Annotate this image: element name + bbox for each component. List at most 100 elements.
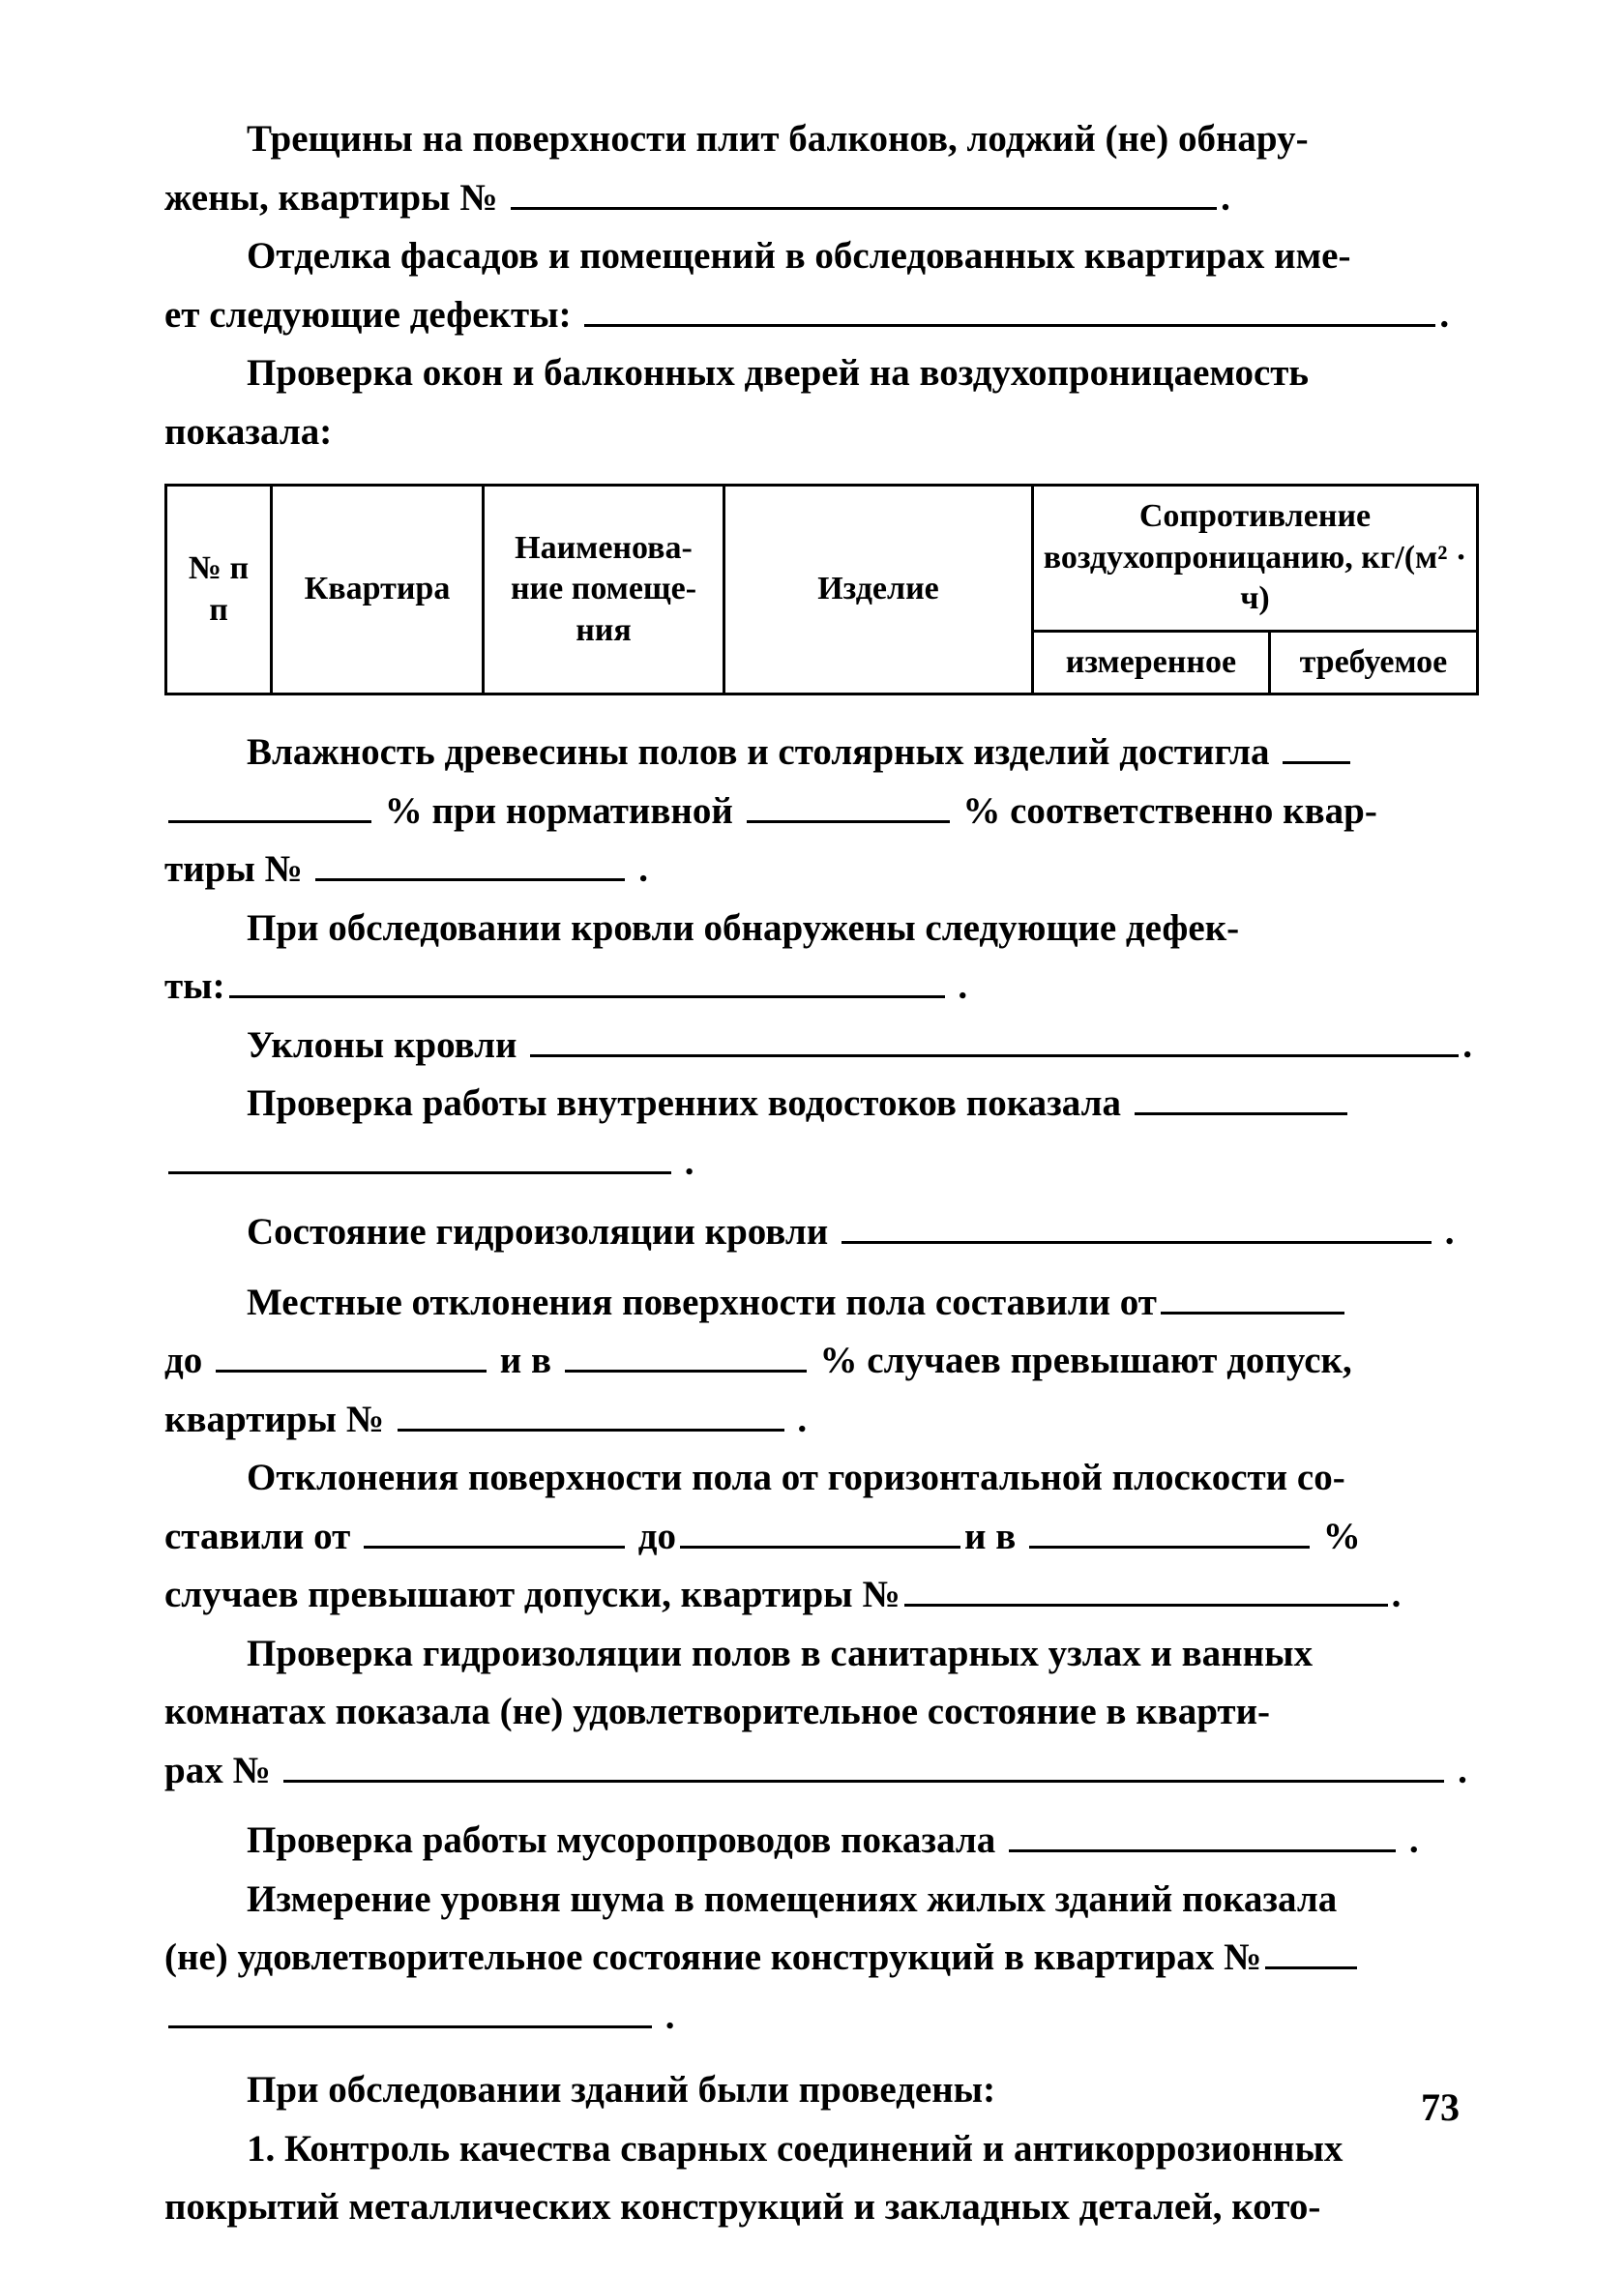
para-noise: Измерение уровня шума в помещениях жилых… bbox=[164, 1872, 1479, 1929]
th-room-name: Наименова-ние помеще-ния bbox=[484, 486, 724, 694]
para-facade: Отделка фасадов и помещений в обследован… bbox=[164, 228, 1479, 285]
body-text-block: Трещины на поверхности плит балконов, ло… bbox=[164, 111, 1479, 2236]
text: Уклоны кровли bbox=[247, 1024, 517, 1066]
blank-field[interactable] bbox=[1161, 1279, 1344, 1314]
text: . bbox=[665, 1995, 675, 2037]
text: Местные отклонения поверхности пола сост… bbox=[247, 1282, 1157, 1323]
text: Влажность древесины полов и столярных из… bbox=[247, 731, 1270, 773]
para-facade-line2: ет следующие дефекты: . bbox=[164, 287, 1479, 344]
para-floor-hydro-line3: рах № . bbox=[164, 1743, 1479, 1800]
para-wood-moisture: Влажность древесины полов и столярных из… bbox=[164, 724, 1479, 782]
para-floor-deviation-local-line2: до и в % случаев превышают допуск, bbox=[164, 1333, 1479, 1390]
blank-field[interactable] bbox=[1283, 729, 1350, 764]
para-floor-deviation-horiz-line3: случаев превышают допуски, квартиры №. bbox=[164, 1567, 1479, 1624]
blank-field[interactable] bbox=[168, 787, 371, 822]
blank-field[interactable] bbox=[584, 291, 1435, 326]
text: Состояние гидроизоляции кровли bbox=[247, 1211, 828, 1253]
page-number: 73 bbox=[1421, 2084, 1460, 2130]
para-item-1-line2: покрытий металлических конструкций и зак… bbox=[164, 2179, 1479, 2236]
text: % соответственно квар- bbox=[962, 790, 1376, 832]
text: и в bbox=[964, 1516, 1025, 1557]
blank-field[interactable] bbox=[315, 846, 625, 881]
text: тиры № bbox=[164, 848, 303, 890]
text: 1. Контроль качества сварных соединений … bbox=[247, 2128, 1343, 2170]
text: покрытий металлических конструкций и зак… bbox=[164, 2186, 1320, 2228]
text: Проверка окон и балконных дверей на возд… bbox=[247, 352, 1309, 394]
text: комнатах показала (не) удовлетворительно… bbox=[164, 1691, 1270, 1732]
para-noise-line2: (не) удовлетворительное состояние констр… bbox=[164, 1930, 1479, 1987]
para-drains-line2: . bbox=[164, 1135, 1479, 1192]
blank-field[interactable] bbox=[1009, 1817, 1396, 1852]
blank-field[interactable] bbox=[398, 1396, 784, 1431]
text: показала: bbox=[164, 411, 332, 453]
blank-field[interactable] bbox=[1029, 1513, 1310, 1548]
blank-field[interactable] bbox=[565, 1338, 807, 1373]
para-floor-hydro-line2: комнатах показала (не) удовлетворительно… bbox=[164, 1684, 1479, 1741]
text: При обследовании кровли обнаружены следу… bbox=[247, 907, 1239, 949]
blank-field[interactable] bbox=[904, 1572, 1388, 1607]
text: . bbox=[638, 848, 648, 890]
para-floor-deviation-horiz: Отклонения поверхности пола от горизонта… bbox=[164, 1450, 1479, 1507]
text: и в bbox=[500, 1340, 551, 1381]
para-floor-deviation-local-line3: квартиры № . bbox=[164, 1392, 1479, 1449]
text: квартиры № bbox=[164, 1399, 384, 1440]
text: . bbox=[1462, 1024, 1472, 1066]
blank-field[interactable] bbox=[364, 1513, 625, 1548]
para-roof-slopes: Уклоны кровли . bbox=[164, 1018, 1479, 1075]
text: Трещины на поверхности плит балконов, ло… bbox=[247, 118, 1309, 160]
blank-field[interactable] bbox=[511, 174, 1217, 209]
blank-field[interactable] bbox=[530, 1021, 1459, 1056]
blank-field[interactable] bbox=[1135, 1080, 1347, 1115]
text: . bbox=[1445, 1211, 1455, 1253]
text: Измерение уровня шума в помещениях жилых… bbox=[247, 1878, 1337, 1920]
text: . bbox=[685, 1141, 694, 1183]
para-roof-defects: При обследовании кровли обнаружены следу… bbox=[164, 901, 1479, 958]
blank-field[interactable] bbox=[283, 1747, 1444, 1782]
th-resistance: Сопротивление воздухопроницанию, кг/(м² … bbox=[1033, 486, 1478, 632]
blank-field[interactable] bbox=[168, 1138, 671, 1173]
text: % при нормативной bbox=[385, 790, 743, 832]
text: (не) удовлетворительное состояние констр… bbox=[164, 1936, 1261, 1978]
para-floor-hydro: Проверка гидроизоляции полов в санитарны… bbox=[164, 1626, 1479, 1683]
text: случаев превышают допуски, квартиры № bbox=[164, 1574, 901, 1615]
text: Проверка работы мусоропроводов показала bbox=[247, 1819, 995, 1861]
blank-field[interactable] bbox=[168, 1993, 652, 2027]
blank-field[interactable] bbox=[216, 1338, 487, 1373]
para-cracks: Трещины на поверхности плит балконов, ло… bbox=[164, 111, 1479, 168]
text: . bbox=[1409, 1819, 1419, 1861]
document-page: Трещины на поверхности плит балконов, ло… bbox=[0, 0, 1624, 2275]
para-wood-moisture-line2: % при нормативной % соответственно квар- bbox=[164, 783, 1479, 841]
para-windows-line2: показала: bbox=[164, 404, 1479, 461]
th-required: требуемое bbox=[1269, 631, 1477, 694]
text: ты: bbox=[164, 965, 225, 1007]
blank-field[interactable] bbox=[229, 963, 945, 998]
blank-field[interactable] bbox=[747, 787, 950, 822]
para-roof-defects-line2: ты: . bbox=[164, 959, 1479, 1016]
text: % случаев превышают допуск, bbox=[820, 1340, 1352, 1381]
para-item-1: 1. Контроль качества сварных соединений … bbox=[164, 2121, 1479, 2178]
blank-field[interactable] bbox=[842, 1209, 1432, 1244]
text: . bbox=[1458, 1750, 1467, 1791]
para-floor-deviation-local: Местные отклонения поверхности пола сост… bbox=[164, 1275, 1479, 1332]
para-floor-deviation-horiz-line2: ставили от дои в % bbox=[164, 1509, 1479, 1566]
blank-field[interactable] bbox=[680, 1513, 960, 1548]
th-item: Изделие bbox=[724, 486, 1033, 694]
th-apartment: Квартира bbox=[272, 486, 484, 694]
text: до bbox=[638, 1516, 676, 1557]
th-measured: измеренное bbox=[1033, 631, 1270, 694]
para-noise-line3: . bbox=[164, 1989, 1479, 2046]
blank-field[interactable] bbox=[1265, 1935, 1357, 1969]
text: ет следующие дефекты: bbox=[164, 294, 572, 336]
th-number: № п п bbox=[166, 486, 272, 694]
text: . bbox=[958, 965, 967, 1007]
table-header-row-1: № п п Квартира Наименова-ние помеще-ния … bbox=[166, 486, 1478, 632]
text: . bbox=[1392, 1574, 1402, 1615]
para-waterproofing: Состояние гидроизоляции кровли . bbox=[164, 1204, 1479, 1261]
para-windows: Проверка окон и балконных дверей на возд… bbox=[164, 345, 1479, 402]
text: . bbox=[1439, 294, 1449, 336]
para-wood-moisture-line3: тиры № . bbox=[164, 842, 1479, 899]
text: жены, квартиры № bbox=[164, 177, 497, 219]
para-drains: Проверка работы внутренних водостоков по… bbox=[164, 1076, 1479, 1133]
text: Проверка работы внутренних водостоков по… bbox=[247, 1082, 1121, 1124]
text: . bbox=[797, 1399, 807, 1440]
